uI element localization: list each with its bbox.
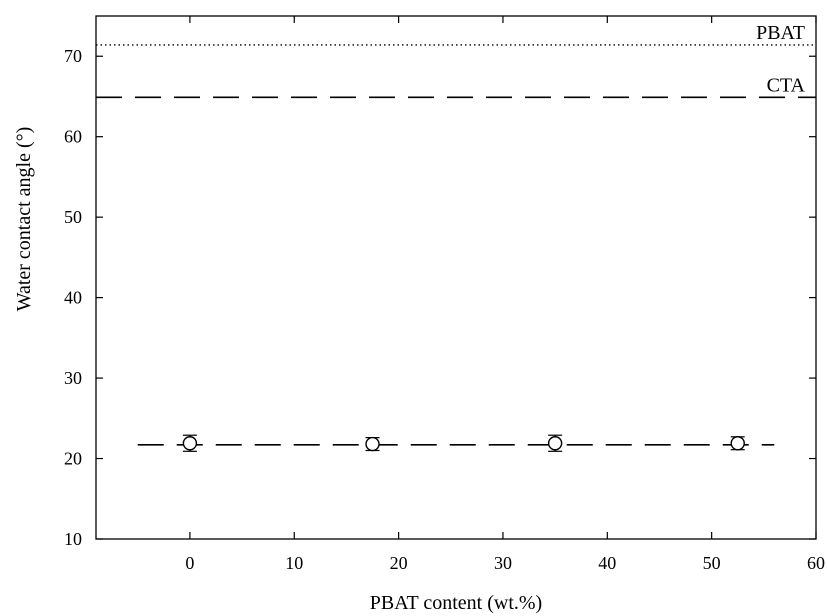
y-tick-label: 50	[64, 207, 82, 227]
data-point	[730, 436, 745, 451]
x-tick-label: 20	[390, 553, 408, 573]
y-axis-label: Water contact angle (°)	[13, 127, 35, 312]
y-tick-label: 30	[64, 368, 82, 388]
y-tick-label: 60	[64, 127, 82, 147]
x-axis-label: PBAT content (wt.%)	[370, 592, 542, 614]
x-tick-label: 0	[185, 553, 194, 573]
reference-label-pbat: PBAT	[756, 22, 805, 44]
plot-frame	[95, 15, 817, 540]
data-point	[365, 436, 380, 452]
y-tick-label: 10	[64, 529, 82, 549]
x-tick-label: 40	[598, 553, 616, 573]
reference-label-cta: CTA	[767, 74, 806, 96]
y-tick-label: 40	[64, 288, 82, 308]
data-point	[547, 436, 563, 451]
y-tick-label: 20	[64, 449, 82, 469]
plot-area: 0 10 20 30 40 50 60 10 20 30 40 50 60 70 PBAT CTA	[64, 15, 825, 573]
x-tick-label: 10	[285, 553, 303, 573]
y-tick-label: 70	[64, 46, 82, 66]
x-tick-label: 50	[703, 553, 721, 573]
x-tick-label: 60	[807, 553, 825, 573]
x-tick-label: 30	[494, 553, 512, 573]
data-point	[182, 436, 198, 451]
